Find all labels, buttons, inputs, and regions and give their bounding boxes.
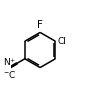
Text: N$^{+}$: N$^{+}$ [3, 57, 16, 68]
Text: $^{-}$C: $^{-}$C [2, 69, 16, 80]
Text: Cl: Cl [57, 37, 66, 46]
Text: F: F [37, 20, 43, 30]
